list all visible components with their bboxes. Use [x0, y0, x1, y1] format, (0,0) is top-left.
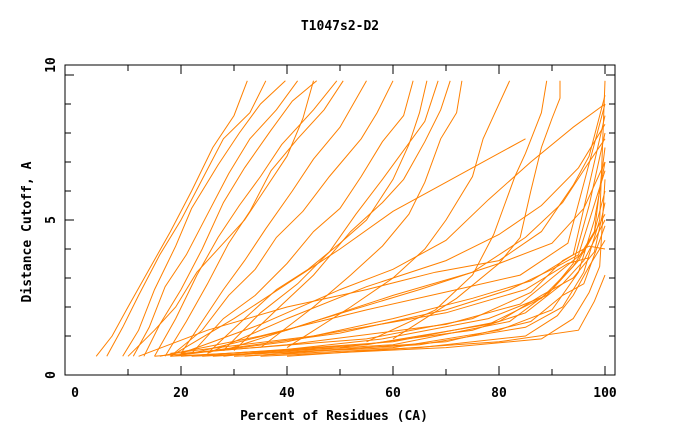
series-line-39: [170, 115, 606, 357]
y-tick-label: 10: [44, 57, 59, 73]
series-line-8: [127, 80, 314, 357]
x-axis-label: Percent of Residues (CA): [240, 409, 428, 424]
series-line-28: [212, 80, 606, 357]
series-line-17: [366, 80, 548, 343]
series-line-16: [286, 80, 511, 349]
x-tick-label: 0: [71, 386, 79, 401]
series-line-3: [122, 80, 286, 357]
series-line-35: [223, 147, 606, 357]
series-line-12: [207, 80, 428, 354]
series-line-7: [164, 80, 344, 357]
series-line-10: [170, 80, 394, 357]
series-line-2: [106, 80, 267, 357]
series-line-14: [233, 80, 451, 351]
series-line-40: [159, 103, 606, 357]
series-line-21: [207, 124, 606, 354]
series-line-1: [95, 80, 248, 357]
series-line-20: [170, 138, 526, 357]
series-line-26: [191, 161, 606, 357]
x-tick-label: 100: [593, 386, 617, 401]
axes-layer: 0 20 40 60 80 100 0 5 10: [44, 57, 617, 401]
series-line-38: [180, 170, 606, 356]
y-axis-label: Distance Cutoff, A: [20, 161, 35, 302]
x-tick-label: 40: [279, 386, 295, 401]
series-line-36: [154, 213, 606, 357]
series-line-6: [154, 80, 338, 357]
series-line-33: [286, 274, 606, 357]
y-tick-label: 0: [44, 371, 59, 379]
series-line-41: [138, 95, 606, 357]
x-tick-label: 60: [385, 386, 401, 401]
series-line-32: [260, 179, 606, 357]
series-line-29: [180, 245, 606, 354]
chart-title: T1047s2-D2: [301, 19, 379, 34]
x-tick-label: 80: [491, 386, 507, 401]
series-line-4: [132, 80, 299, 357]
series-line-37: [244, 225, 606, 357]
plot-frame: [64, 64, 616, 376]
series-line-13: [223, 80, 439, 351]
series-line-19: [180, 103, 606, 354]
series-layer: [95, 80, 606, 357]
series-line-11: [191, 80, 414, 354]
x-tick-label: 20: [173, 386, 189, 401]
y-tick-label: 5: [44, 216, 59, 224]
series-line-34: [207, 202, 606, 356]
series-line-5: [143, 80, 318, 357]
series-line-9: [180, 80, 367, 354]
series-line-15: [260, 80, 463, 348]
